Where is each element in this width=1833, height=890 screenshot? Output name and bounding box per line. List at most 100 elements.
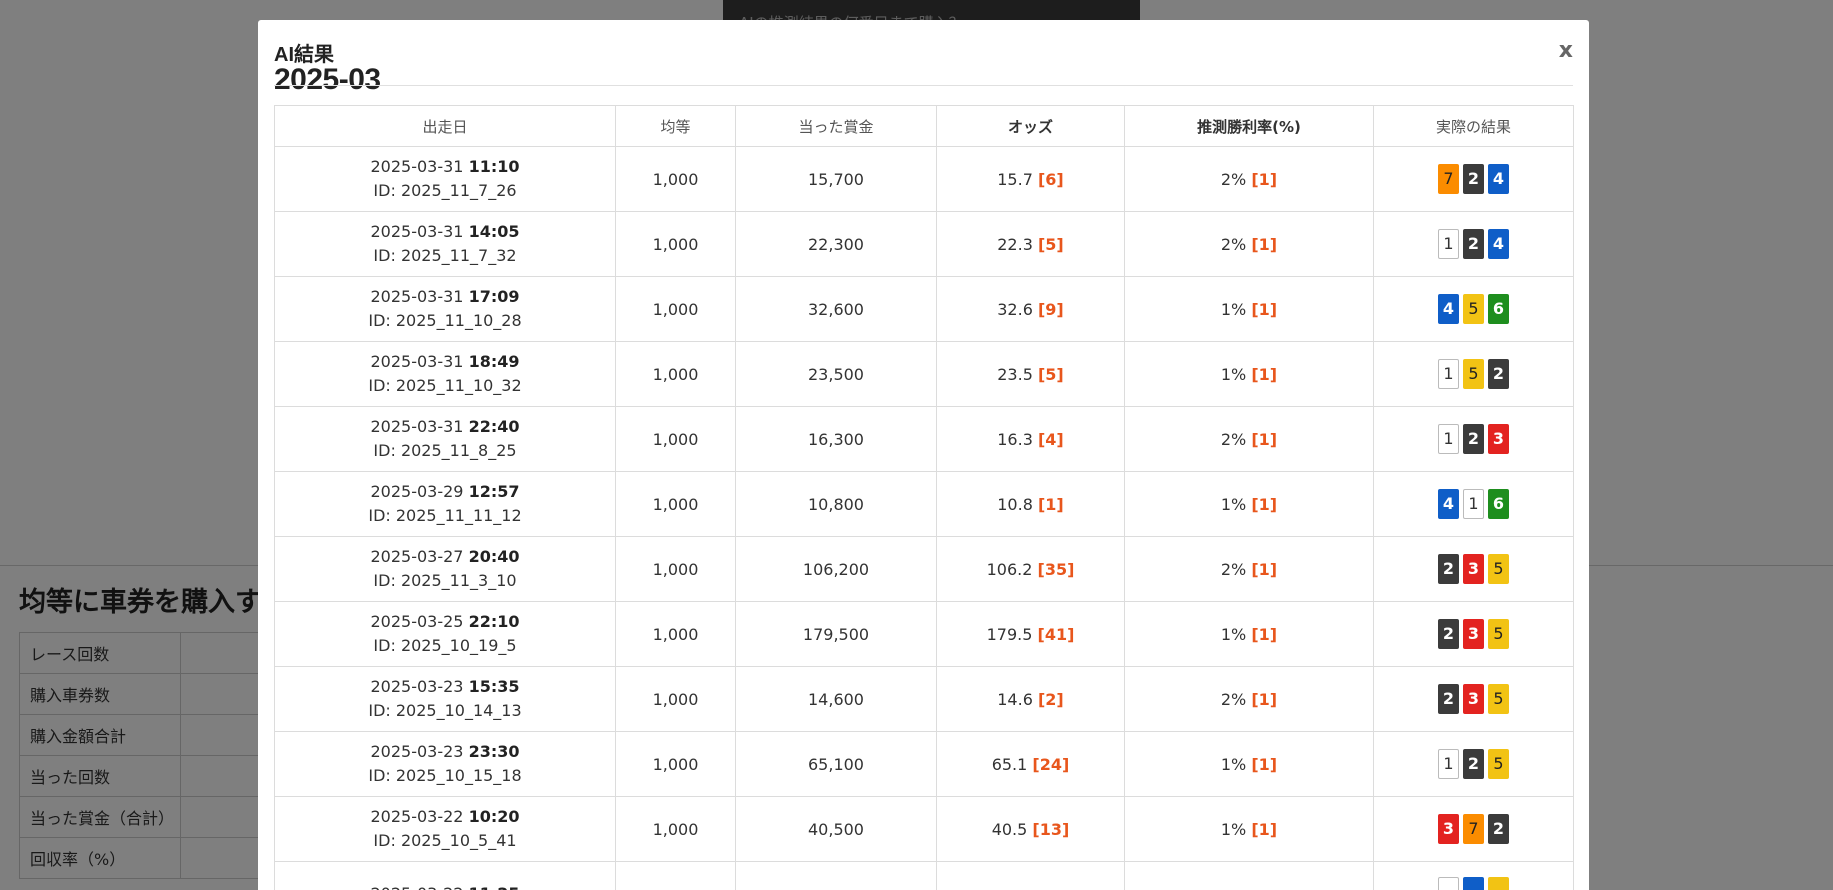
close-button[interactable]: x [1558,38,1573,63]
race-date: 2025-03-29 [370,482,464,501]
cell-date: 2025-03-22 11:25 [274,861,616,890]
race-id-prefix: ID: [373,181,401,200]
cell-stake: 1,000 [615,406,736,472]
cell-win-rate: 2% [1] [1124,536,1374,602]
cell-date: 2025-03-31 11:10 ID: 2025_11_7_26 [274,146,616,212]
result-badge: 4 [1438,294,1459,324]
cell-stake: 1,000 [615,666,736,732]
race-id: ID: 2025_11_7_26 [275,179,615,203]
race-id-prefix: ID: [368,311,396,330]
race-id-value: 2025_11_7_32 [400,246,517,265]
cell-stake: 1,000 [615,796,736,862]
win-rate-value: 1% [1220,364,1247,384]
cell-odds: 22.3 [5] [936,211,1125,277]
table-row: 2025-03-31 14:05 ID: 2025_11_7_32 1,000 22,… [274,211,1574,277]
race-id: ID: 2025_11_10_28 [275,309,615,333]
cell-stake: 1,000 [615,601,736,667]
race-datetime: 2025-03-31 22:40 [275,415,615,439]
cell-win-rate: 2% [1] [1124,406,1374,472]
win-rate-value: 1% [1220,494,1247,514]
odds-rank: [2] [1037,689,1064,709]
cell-prize: 40,500 [735,796,937,862]
race-id: ID: 2025_11_7_32 [275,244,615,268]
cell-prize: 23,500 [735,341,937,407]
result-badge: 1 [1438,229,1459,259]
cell-stake: 1,000 [615,536,736,602]
cell-odds: 65.1 [24] [936,731,1125,797]
race-id-value: 2025_11_8_25 [400,441,517,460]
race-date: 2025-03-22 [370,807,464,826]
win-rate-rank: [1] [1251,429,1278,449]
result-badge: 2 [1488,814,1509,844]
race-datetime: 2025-03-22 10:20 [275,805,615,829]
result-badge: 3 [1438,814,1459,844]
race-id-prefix: ID: [373,636,401,655]
race-id-prefix: ID: [373,441,401,460]
race-id-value: 2025_11_10_28 [395,311,522,330]
cell-odds: 32.6 [9] [936,276,1125,342]
race-id-value: 2025_10_14_13 [395,701,522,720]
cell-odds: 10.8 [1] [936,471,1125,537]
race-id-value: 2025_10_15_18 [395,766,522,785]
odds-rank: [5] [1037,364,1064,384]
column-header-prize: 当った賞金 [735,105,937,147]
result-badge: 2 [1463,749,1484,779]
race-id-value: 2025_11_3_10 [400,571,517,590]
modal-header: AI結果 x [274,38,1573,86]
results-table: 出走日 均等 当った賞金 オッズ 推測勝利率(%) 実際の結果 2025-03-… [274,105,1574,890]
cell-odds: 179.5 [41] [936,601,1125,667]
column-header-win-rate: 推測勝利率(%) [1124,105,1374,147]
race-datetime: 2025-03-23 15:35 [275,675,615,699]
race-time: 12:57 [468,482,520,501]
cell-odds: 15.7 [6] [936,146,1125,212]
race-id: ID: 2025_10_14_13 [275,699,615,723]
race-date: 2025-03-31 [370,352,464,371]
table-header-row: 出走日 均等 当った賞金 オッズ 推測勝利率(%) 実際の結果 [274,105,1574,147]
cell-win-rate: 1% [1] [1124,341,1374,407]
race-id-value: 2025_10_19_5 [400,636,517,655]
odds-rank: [9] [1037,299,1064,319]
race-time: 18:49 [468,352,520,371]
race-id-prefix: ID: [368,376,396,395]
cell-odds: 14.6 [2] [936,666,1125,732]
result-badge: 3 [1463,554,1484,584]
result-badge: 4 [1438,489,1459,519]
race-date: 2025-03-22 [370,884,463,890]
race-id: ID: 2025_10_5_41 [275,829,615,853]
win-rate-value: 1% [1220,754,1247,774]
result-badge: 2 [1488,359,1509,389]
race-id: ID: 2025_11_11_12 [275,504,615,528]
cell-prize [735,861,937,890]
race-time: 20:40 [468,547,520,566]
cell-prize: 10,800 [735,471,937,537]
cell-win-rate [1124,861,1374,890]
odds-rank: [35] [1037,559,1075,579]
cell-date: 2025-03-27 20:40 ID: 2025_11_3_10 [274,536,616,602]
cell-stake: 1,000 [615,146,736,212]
win-rate-value: 1% [1220,624,1247,644]
race-time: 11:10 [468,157,520,176]
race-id-value: 2025_11_11_12 [395,506,522,525]
cell-odds [936,861,1125,890]
result-badge: 5 [1463,294,1484,324]
cell-prize: 14,600 [735,666,937,732]
race-time: 14:05 [468,222,520,241]
race-date: 2025-03-31 [370,222,464,241]
cell-odds: 16.3 [4] [936,406,1125,472]
race-id-prefix: ID: [368,506,396,525]
result-badge: 5 [1488,749,1509,779]
win-rate-rank: [1] [1251,689,1278,709]
result-badge: 7 [1438,164,1459,194]
